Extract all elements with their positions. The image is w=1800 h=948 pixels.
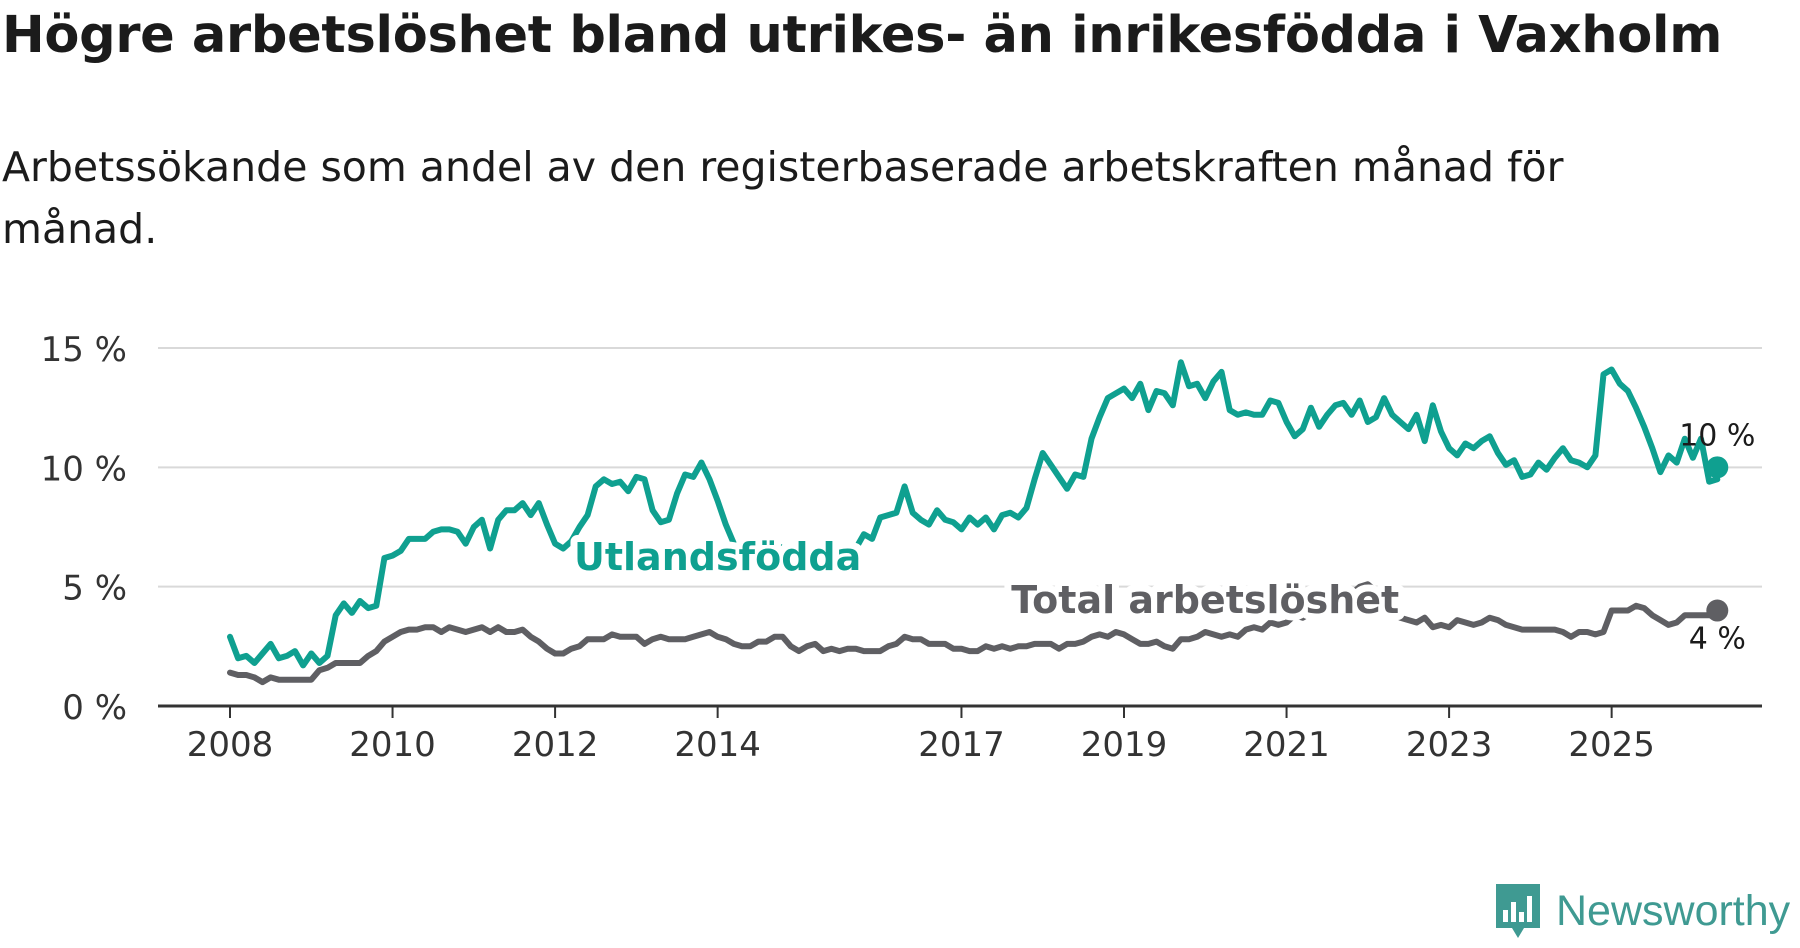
- x-tick-label-2023: 2023: [1406, 725, 1493, 765]
- brand-name: Newsworthy: [1556, 886, 1791, 935]
- x-tick-label-2010: 2010: [349, 725, 436, 765]
- x-tick-label-2025: 2025: [1568, 725, 1655, 765]
- newsworthy-logo-icon: [1496, 884, 1540, 938]
- y-tick-label-15: 15 %: [41, 330, 127, 370]
- y-axis-labels: 0 % 5 % 10 % 15 %: [41, 330, 127, 728]
- gridlines: [158, 347, 1762, 588]
- end-point-total-arbetsl-shet: [1706, 599, 1729, 622]
- y-tick-label-0: 0 %: [62, 688, 127, 728]
- x-tick-label-2017: 2017: [918, 725, 1005, 765]
- chart-subtitle: Arbetssökande som andel av den registerb…: [2, 143, 1564, 253]
- series-line-utlandsf-dda-2: [698, 459, 802, 561]
- x-tick-label-2008: 2008: [187, 725, 274, 765]
- line-chart: 0 %5 %10 %15 % 2008 2010 2012 2014 2017 2019 2…: [41, 330, 1762, 765]
- end-label-total-arbetsl-shet: 4 %: [1689, 622, 1746, 657]
- x-axis-ticks: 2008 2010 2012 2014 2017 2019 2021 2023 2025: [187, 706, 1655, 765]
- series-line-utlandsf-dda-3: [852, 359, 1721, 552]
- series-lines: [227, 359, 1729, 686]
- brand: Newsworthy: [1494, 882, 1790, 940]
- end-point-utlandsf-dda: [1706, 456, 1729, 479]
- series-labels: 4 % 10 % Utlandsfödda Total arbetslöshet: [567, 418, 1755, 657]
- end-label-utlandsf-dda: 10 %: [1679, 418, 1755, 453]
- series-label-utlandsf-dda: Utlandsfödda: [574, 535, 861, 579]
- x-tick-label-2012: 2012: [512, 725, 599, 765]
- series-label-total-arbetsl-shet: Total arbetslöshet: [1011, 578, 1399, 622]
- y-tick-label-10: 10 %: [41, 449, 127, 489]
- x-tick-label-2021: 2021: [1243, 725, 1330, 765]
- chart-title: Högre arbetslöshet bland utrikes- än inr…: [2, 6, 1723, 65]
- x-tick-label-2019: 2019: [1081, 725, 1168, 765]
- series-line-utlandsf-dda-1: [227, 459, 705, 669]
- x-tick-label-2014: 2014: [674, 725, 761, 765]
- y-tick-label-5: 5 %: [62, 569, 127, 609]
- series-line-total-arbetsl-shet-1: [227, 581, 1721, 686]
